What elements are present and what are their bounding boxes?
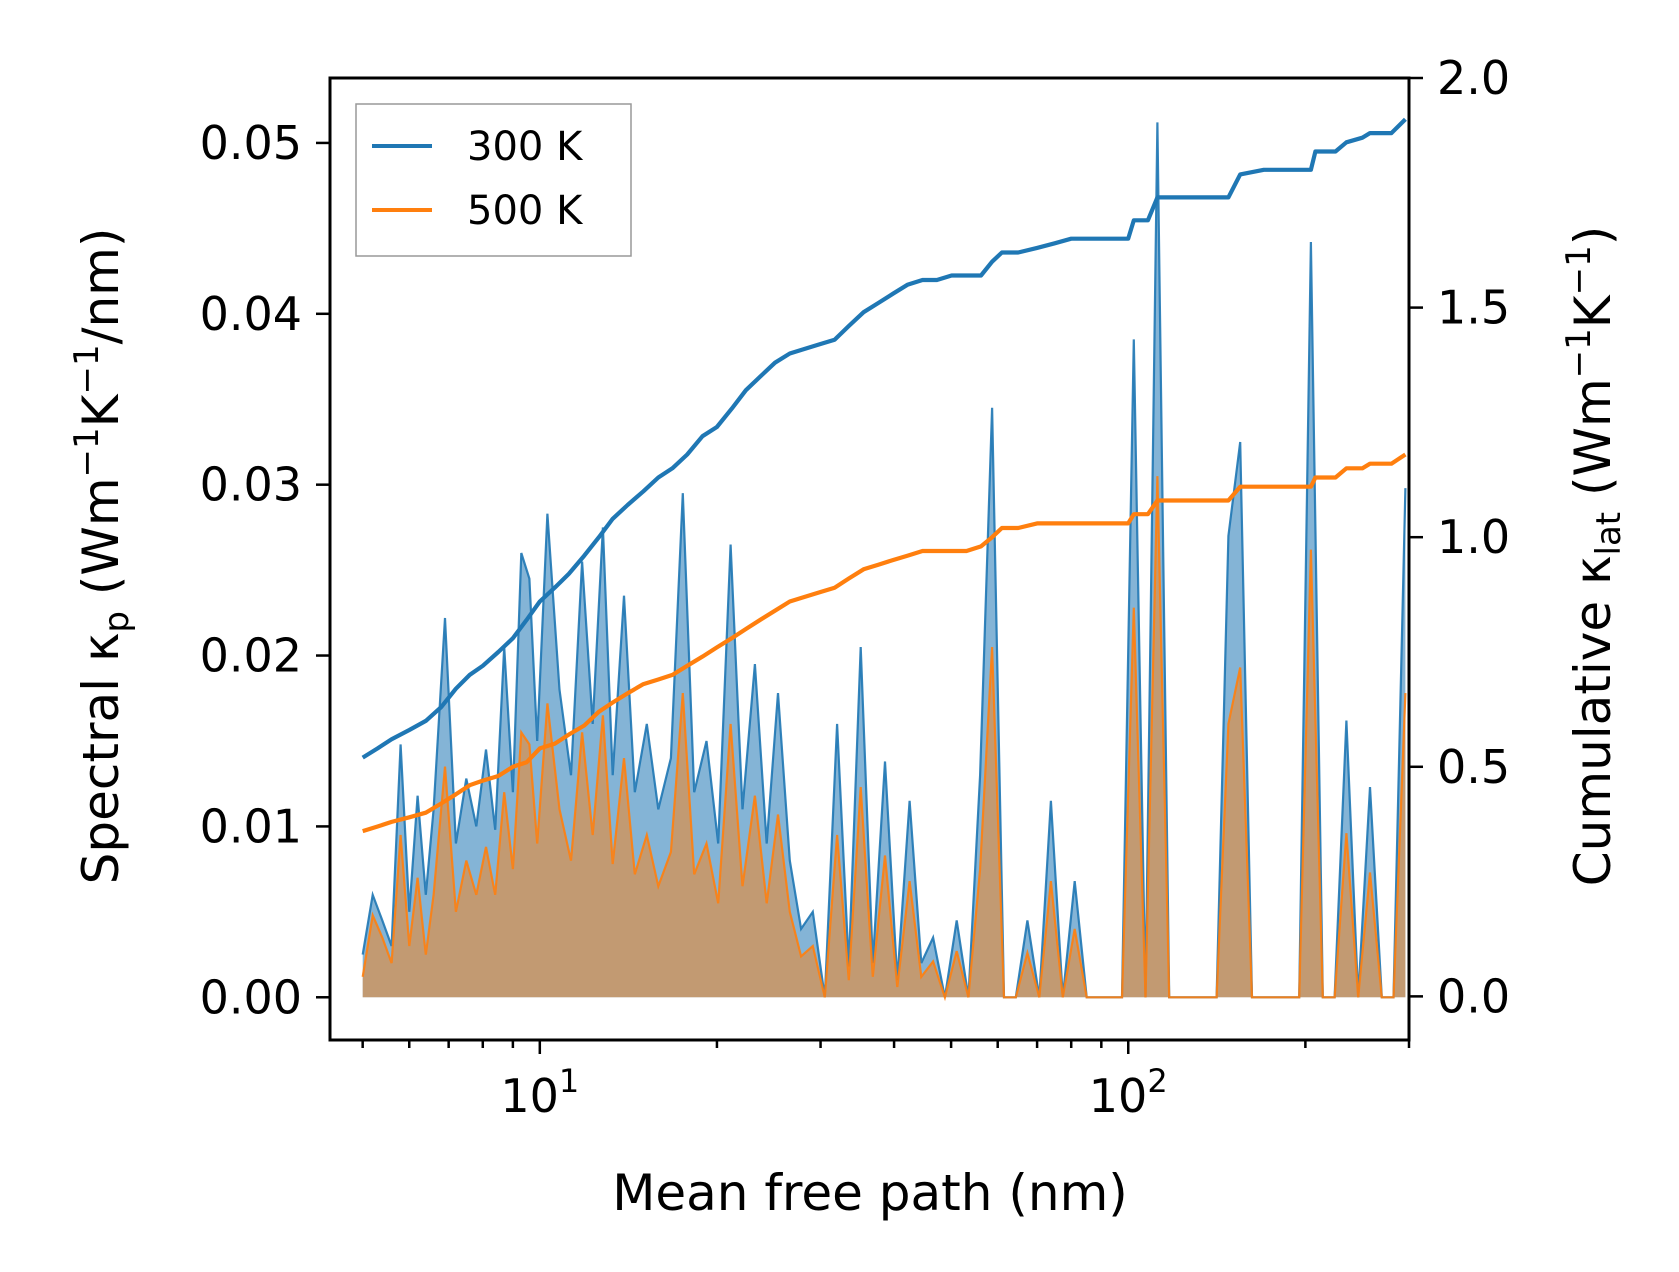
series-layer <box>361 117 1407 1002</box>
legend: 300 K 500 K <box>355 103 632 257</box>
y-left-exp1: −1 <box>67 427 107 477</box>
y-right-exp2: −1 <box>1559 245 1599 295</box>
spectral-line-300k <box>361 122 1407 999</box>
y-right-tick-label: 1.0 <box>1437 510 1510 564</box>
y-left-exp2: −1 <box>67 344 107 394</box>
x-tick-base: 10 <box>500 1069 559 1123</box>
y-axis-title-right: Cumulative κlat (Wm−1K−1) <box>1559 226 1629 886</box>
y-right-exp1: −1 <box>1559 328 1599 378</box>
y-left-tick-label: 0.02 <box>200 629 302 683</box>
tick-layer: 101 1020.000.010.020.030.040.050.00.51.01… <box>200 51 1511 1123</box>
y-left-unit-prefix: (Wm <box>72 477 130 611</box>
y-left-tick-label: 0.03 <box>200 458 302 512</box>
spectral-line-500k <box>361 476 1407 1002</box>
y-right-sub: lat <box>1589 512 1629 556</box>
y-left-tick-label: 0.00 <box>200 970 302 1024</box>
y-left-suffix: /nm) <box>72 228 130 345</box>
y-right-prefix: Cumulative κ <box>1564 555 1622 886</box>
x-axis-title: Mean free path (nm) <box>612 1164 1128 1222</box>
y-right-tick-label: 0.5 <box>1437 740 1510 794</box>
y-left-prefix: Spectral κ <box>72 633 130 885</box>
y-right-tick-label: 0.0 <box>1437 969 1510 1023</box>
spectral-fill-500k <box>362 476 1406 998</box>
x-tick-label: 101 <box>500 1062 579 1123</box>
x-tick-exp: 1 <box>559 1062 579 1100</box>
y-right-tick-label: 2.0 <box>1437 51 1510 105</box>
y-left-tick-label: 0.05 <box>200 116 302 170</box>
y-left-tick-label: 0.01 <box>200 799 302 853</box>
y-right-mid: K <box>1564 294 1622 328</box>
cumulative-line-500k <box>362 452 1407 834</box>
legend-box <box>355 103 632 257</box>
y-right-tick-label: 1.5 <box>1437 281 1510 335</box>
y-left-tick-label: 0.04 <box>200 287 302 341</box>
x-tick-base: 10 <box>1089 1069 1148 1123</box>
legend-label-500k: 500 K <box>467 188 584 234</box>
y-right-unit-prefix: (Wm <box>1564 378 1622 512</box>
y-left-mid: K <box>72 393 130 427</box>
plot-frame <box>328 76 1411 1042</box>
y-axis-title-left: Spectral κp (Wm−1K−1/nm) <box>67 228 137 885</box>
x-tick-label: 102 <box>1089 1062 1168 1123</box>
y-left-sub: p <box>97 611 137 633</box>
legend-label-300k: 300 K <box>467 124 584 170</box>
y-right-suffix: ) <box>1564 226 1622 246</box>
cumulative-line-300k <box>361 117 1407 760</box>
x-tick-exp: 2 <box>1147 1062 1167 1100</box>
